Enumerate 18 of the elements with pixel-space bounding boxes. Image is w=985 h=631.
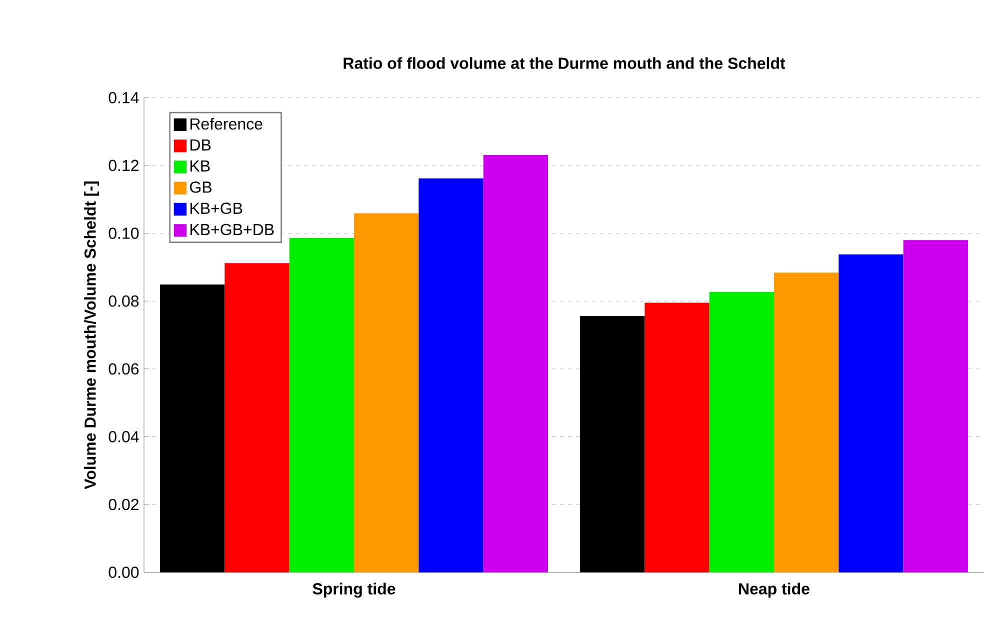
y-tick-label: 0.00 bbox=[108, 566, 139, 578]
legend-label: Reference bbox=[190, 118, 262, 130]
chart-title: Ratio of flood volume at the Durme mouth and the Scheldt bbox=[344, 57, 786, 69]
y-tick-label: 0.02 bbox=[108, 498, 138, 510]
y-tick-label: 0.12 bbox=[108, 160, 138, 172]
y-tick-label: 0.10 bbox=[108, 228, 139, 239]
y-tick-label: 0.14 bbox=[108, 92, 139, 104]
legend-label: DB bbox=[190, 139, 211, 150]
y-tick-label: 0.04 bbox=[108, 431, 139, 442]
x-tick-label: Spring tide bbox=[312, 582, 396, 598]
x-tick-label: Neap tide bbox=[739, 582, 810, 598]
legend-label: KB bbox=[190, 160, 210, 172]
y-tick-label: 0.08 bbox=[108, 295, 139, 307]
legend-label: KB+GB bbox=[190, 202, 242, 214]
y-tick-label: 0.06 bbox=[108, 363, 139, 375]
y-axis-title: Volume Durme mouth/Volume Scheldt [-] bbox=[84, 182, 100, 490]
legend-label: GB bbox=[190, 181, 212, 193]
legend-label: KB+GB+DB bbox=[190, 224, 274, 236]
